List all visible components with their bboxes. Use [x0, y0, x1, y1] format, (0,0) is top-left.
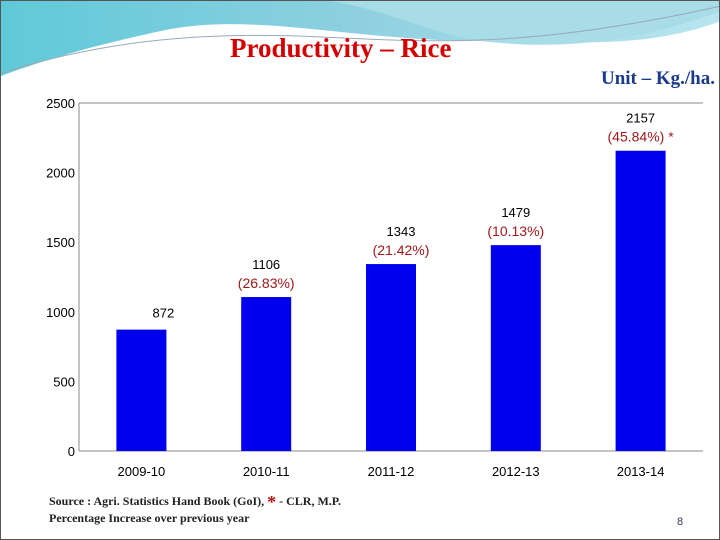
percentage-note: Percentage Increase over previous year — [49, 511, 250, 525]
y-tick-label: 1000 — [46, 305, 75, 320]
pct-label: (45.84%) * — [608, 129, 675, 145]
source-text: Source : Agri. Statistics Hand Book (GoI… — [49, 494, 265, 508]
data-label: 872 — [153, 306, 175, 321]
data-label: 1343 — [387, 224, 416, 239]
y-tick-label: 500 — [53, 374, 75, 389]
pct-label: (10.13%) — [487, 223, 544, 239]
data-label: 2157 — [626, 111, 655, 126]
x-tick-label: 2009-10 — [118, 464, 166, 479]
star-marker: * — [267, 492, 277, 512]
y-tick-label: 1500 — [46, 235, 75, 250]
slide-title: Productivity – Rice — [230, 33, 452, 63]
bar — [241, 297, 292, 451]
data-label: 1479 — [501, 205, 530, 220]
data-label: 1106 — [252, 257, 280, 272]
y-tick-label: 2000 — [46, 166, 75, 181]
y-tick-label: 0 — [68, 444, 75, 459]
pct-label: (26.83%) — [238, 275, 295, 291]
x-tick-label: 2012-13 — [492, 464, 540, 479]
bar — [490, 245, 541, 451]
bar-chart: 0 500 1000 1500 2000 2500 2009-10 872 2010-11 110… — [46, 96, 703, 479]
page-number: 8 — [677, 516, 684, 528]
source-note: Source : Agri. Statistics Hand Book (GoI… — [49, 492, 341, 513]
x-tick-label: 2011-12 — [368, 464, 415, 479]
bar — [615, 150, 666, 451]
header-wave — [1, 1, 719, 76]
bar — [116, 329, 167, 451]
x-tick-label: 2013-14 — [617, 464, 665, 479]
bar — [366, 264, 416, 451]
star-note: - CLR, M.P. — [279, 494, 342, 508]
x-tick-label: 2010-11 — [243, 464, 290, 479]
y-tick-label: 2500 — [46, 96, 75, 111]
unit-label: Unit – Kg./ha. — [600, 68, 715, 89]
pct-label: (21.42%) — [373, 242, 430, 258]
